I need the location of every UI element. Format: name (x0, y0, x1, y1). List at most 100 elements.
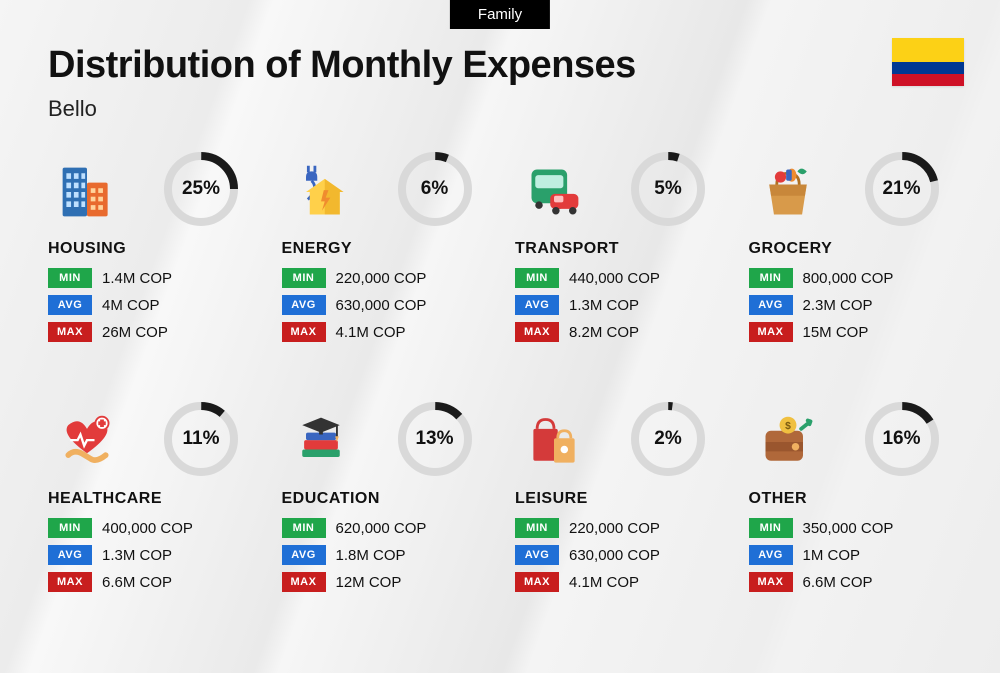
grocery-icon (749, 158, 827, 226)
avg-badge: AVG (515, 545, 559, 565)
other-label: OTHER (749, 490, 808, 508)
stat-row-min: MIN220,000 COP (515, 518, 660, 538)
stat-row-min: MIN400,000 COP (48, 518, 193, 538)
education-icon (282, 408, 360, 476)
min-badge: MIN (48, 518, 92, 538)
stat-row-min: MIN 350,000 COP (749, 518, 894, 538)
stat-row-max: MAX 4.1M COP (282, 322, 427, 342)
min-badge: MIN (749, 268, 793, 288)
max-value: 26M COP (102, 324, 168, 341)
donut-percent: 6% (396, 150, 474, 228)
stat-row-max: MAX6.6M COP (48, 572, 193, 592)
min-value: 350,000 COP (803, 520, 894, 537)
other-donut: 16% (863, 400, 941, 478)
healthcare-label: HEALTHCARE (48, 490, 162, 508)
stat-row-max: MAX 6.6M COP (749, 572, 894, 592)
stat-row-avg: AVG1M COP (749, 545, 894, 565)
stat-row-min: MIN 220,000 COP (282, 268, 427, 288)
stat-row-max: MAX 12M COP (282, 572, 427, 592)
donut-percent: 21% (863, 150, 941, 228)
avg-badge: AVG (48, 545, 92, 565)
max-value: 6.6M COP (803, 574, 873, 591)
expense-grid: 25% HOUSING MIN 1.4M COP AVG 4M COP MAX 26M C… (48, 150, 964, 640)
flag-red (892, 74, 964, 86)
card-education: 13% EDUCATION MIN620,000 COPAVG1.8M COPM… (282, 400, 498, 640)
donut-percent: 16% (863, 400, 941, 478)
min-badge: MIN (48, 268, 92, 288)
avg-value: 4M COP (102, 297, 160, 314)
healthcare-donut: 11% (162, 400, 240, 478)
max-badge: MAX (749, 572, 793, 592)
min-value: 1.4M COP (102, 270, 172, 287)
donut-percent: 25% (162, 150, 240, 228)
max-value: 4.1M COP (336, 324, 406, 341)
avg-badge: AVG (749, 545, 793, 565)
min-badge: MIN (282, 268, 326, 288)
healthcare-stats: MIN400,000 COPAVG1.3M COPMAX6.6M COP (48, 518, 193, 599)
avg-value: 630,000 COP (569, 547, 660, 564)
grocery-stats: MIN 800,000 COP AVG 2.3M COP MAX 15M COP (749, 268, 894, 349)
education-stats: MIN620,000 COP AVG 1.8M COP MAX 12M COP (282, 518, 427, 599)
card-transport: 5% TRANSPORT MIN440,000 COPAVG1.3M COPMA… (515, 150, 731, 400)
max-badge: MAX (749, 322, 793, 342)
avg-badge: AVG (48, 295, 92, 315)
category-tag: Family (450, 0, 550, 29)
avg-value: 630,000 COP (336, 297, 427, 314)
leisure-icon (515, 408, 593, 476)
stat-row-avg: AVG 630,000 COP (515, 545, 660, 565)
avg-value: 1.3M COP (569, 297, 639, 314)
other-icon: $ (749, 408, 827, 476)
stat-row-avg: AVG1.3M COP (515, 295, 660, 315)
transport-icon (515, 158, 593, 226)
grocery-donut: 21% (863, 150, 941, 228)
card-housing: 25% HOUSING MIN 1.4M COP AVG 4M COP MAX 26M C… (48, 150, 264, 400)
energy-label: ENERGY (282, 240, 353, 258)
stat-row-max: MAX4.1M COP (515, 572, 660, 592)
min-value: 220,000 COP (336, 270, 427, 287)
min-value: 800,000 COP (803, 270, 894, 287)
donut-percent: 5% (629, 150, 707, 228)
card-other: $ 16% OTHER MIN 350,000 COP AVG1M COP MAX 6.… (749, 400, 965, 640)
page-title: Distribution of Monthly Expenses (48, 44, 636, 87)
stat-row-avg: AVG 1.8M COP (282, 545, 427, 565)
donut-percent: 13% (396, 400, 474, 478)
max-badge: MAX (282, 322, 326, 342)
card-healthcare: 11% HEALTHCARE MIN400,000 COPAVG1.3M COP… (48, 400, 264, 640)
card-grocery: 21% GROCERY MIN800,000 COPAVG2.3M COPMAX… (749, 150, 965, 400)
stat-row-avg: AVG 4M COP (48, 295, 172, 315)
max-badge: MAX (282, 572, 326, 592)
avg-badge: AVG (749, 295, 793, 315)
min-value: 440,000 COP (569, 270, 660, 287)
energy-stats: MIN 220,000 COP AVG 630,000 COP MAX 4.1M COP (282, 268, 427, 349)
min-value: 620,000 COP (336, 520, 427, 537)
min-badge: MIN (749, 518, 793, 538)
max-badge: MAX (48, 572, 92, 592)
leisure-donut: 2% (629, 400, 707, 478)
stat-row-min: MIN620,000 COP (282, 518, 427, 538)
housing-label: HOUSING (48, 240, 126, 258)
card-leisure: 2% LEISURE MIN220,000 COPAVG630,000 COPM… (515, 400, 731, 640)
card-energy: 6% ENERGY MIN 220,000 COP AVG 630,000 COP MA… (282, 150, 498, 400)
stat-row-min: MIN440,000 COP (515, 268, 660, 288)
stat-row-min: MIN 1.4M COP (48, 268, 172, 288)
avg-value: 2.3M COP (803, 297, 873, 314)
avg-value: 1.8M COP (336, 547, 406, 564)
stat-row-avg: AVG 630,000 COP (282, 295, 427, 315)
min-value: 220,000 COP (569, 520, 660, 537)
max-value: 12M COP (336, 574, 402, 591)
svg-text:$: $ (785, 421, 791, 432)
stat-row-max: MAX 26M COP (48, 322, 172, 342)
transport-stats: MIN440,000 COPAVG1.3M COPMAX8.2M COP (515, 268, 660, 349)
max-value: 4.1M COP (569, 574, 639, 591)
avg-badge: AVG (282, 295, 326, 315)
colombia-flag-icon (892, 38, 964, 86)
housing-stats: MIN 1.4M COP AVG 4M COP MAX 26M COP (48, 268, 172, 349)
max-badge: MAX (48, 322, 92, 342)
donut-percent: 2% (629, 400, 707, 478)
flag-yellow (892, 38, 964, 62)
education-donut: 13% (396, 400, 474, 478)
transport-label: TRANSPORT (515, 240, 619, 258)
flag-blue (892, 62, 964, 74)
avg-badge: AVG (282, 545, 326, 565)
max-value: 15M COP (803, 324, 869, 341)
